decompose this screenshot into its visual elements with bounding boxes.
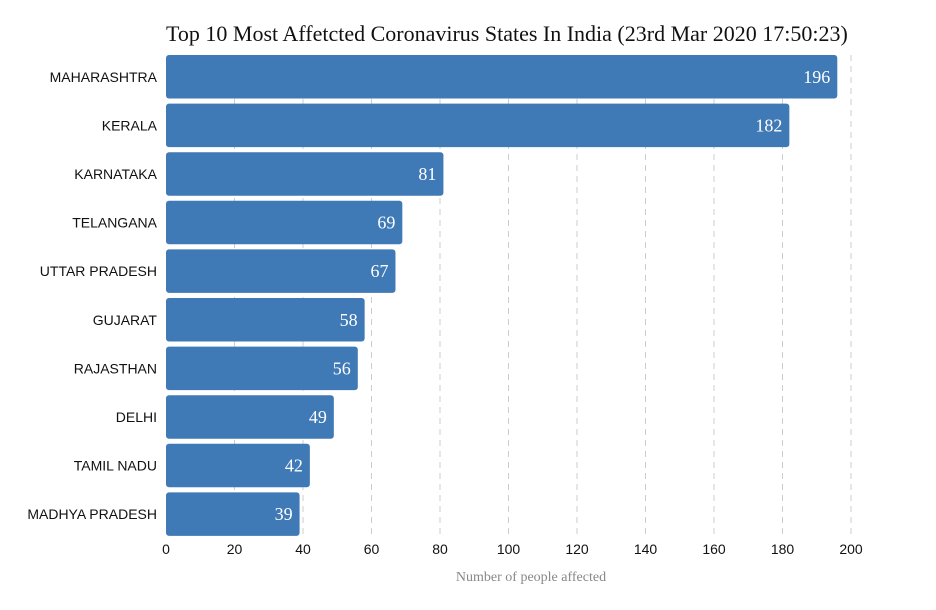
value-label: 58 xyxy=(340,310,358,330)
bar xyxy=(166,443,310,488)
category-label: TAMIL NADU xyxy=(74,458,157,474)
x-axis-label: Number of people affected xyxy=(456,570,606,585)
value-label: 67 xyxy=(370,261,388,281)
category-label: KARNATAKA xyxy=(74,166,157,182)
x-tick-label: 160 xyxy=(702,541,726,557)
category-label: MADHYA PRADESH xyxy=(27,506,157,522)
value-label: 42 xyxy=(285,456,303,476)
chart-title: Top 10 Most Affetcted Coronavirus States… xyxy=(166,21,848,46)
x-tick-label: 60 xyxy=(364,541,380,557)
category-label: MAHARASHTRA xyxy=(50,69,158,85)
value-label: 56 xyxy=(333,358,351,378)
bar xyxy=(166,249,396,293)
x-axis: 0 20 40 60 80 100 120 140 160 180 200 xyxy=(162,541,863,557)
value-label: 182 xyxy=(755,115,782,135)
category-label: RAJASTHAN xyxy=(74,360,157,376)
value-label: 49 xyxy=(309,407,327,427)
bar xyxy=(166,55,838,99)
x-tick-label: 140 xyxy=(634,541,658,557)
bar xyxy=(166,200,403,245)
x-tick-label: 0 xyxy=(162,541,170,557)
category-label: DELHI xyxy=(116,409,157,425)
x-tick-label: 80 xyxy=(432,541,448,557)
x-tick-label: 120 xyxy=(565,541,589,557)
category-label: GUJARAT xyxy=(93,312,158,328)
bar xyxy=(166,152,444,196)
x-tick-label: 180 xyxy=(771,541,795,557)
bar xyxy=(166,395,334,439)
x-tick-label: 100 xyxy=(497,541,521,557)
category-label: KERALA xyxy=(102,117,158,133)
bar xyxy=(166,492,300,536)
category-label: UTTAR PRADESH xyxy=(40,263,157,279)
value-label: 81 xyxy=(418,164,436,184)
category-label: TELANGANA xyxy=(72,215,157,231)
value-label: 39 xyxy=(275,504,293,524)
bars: MAHARASHTRA 196 KERALA 182 KARNATAKA 81 TELANG… xyxy=(27,55,838,536)
value-label: 196 xyxy=(803,67,830,87)
bar xyxy=(166,103,790,148)
bar xyxy=(166,298,365,342)
bar xyxy=(166,346,358,391)
x-tick-label: 200 xyxy=(839,541,863,557)
x-tick-label: 20 xyxy=(227,541,243,557)
x-tick-label: 40 xyxy=(295,541,311,557)
value-label: 69 xyxy=(377,213,395,233)
